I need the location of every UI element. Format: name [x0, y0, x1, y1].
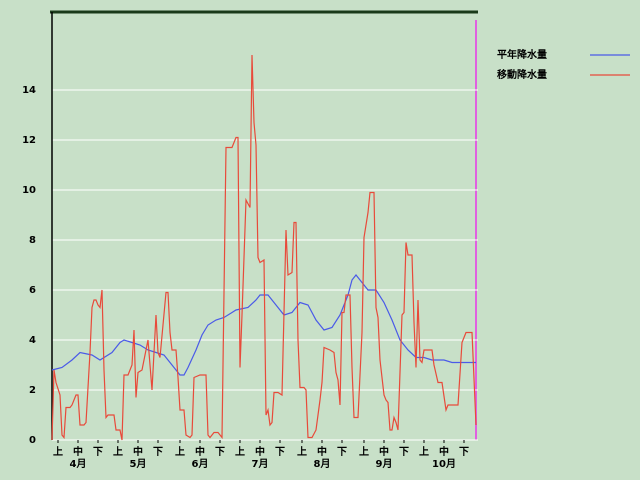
month-label: 4月: [70, 458, 87, 470]
series-line: [51, 54, 477, 441]
legend-label: 平年降水量: [497, 48, 547, 61]
x-tick-label: 上: [235, 445, 245, 458]
x-tick-label: 下: [93, 446, 103, 458]
x-tick-label: 中: [255, 445, 265, 458]
x-tick-label: 中: [133, 445, 143, 458]
y-tick-label: 12: [22, 135, 36, 146]
x-tick-label: 下: [459, 446, 469, 458]
x-tick-label: 中: [317, 445, 327, 458]
x-tick-label: 下: [399, 446, 409, 458]
x-tick-label: 上: [359, 445, 369, 458]
y-tick-label: 6: [29, 285, 36, 296]
month-label: 6月: [192, 458, 209, 470]
legend-label: 移動降水量: [497, 68, 547, 81]
x-tick-label: 中: [439, 445, 449, 458]
x-tick-label: 上: [175, 445, 185, 458]
x-tick-label: 上: [297, 445, 307, 458]
x-tick-label: 中: [73, 445, 83, 458]
month-label: 10月: [432, 458, 456, 470]
x-tick-label: 中: [195, 445, 205, 458]
y-tick-label: 14: [22, 85, 36, 96]
x-tick-label: 下: [337, 446, 347, 458]
y-tick-label: 10: [22, 185, 36, 196]
month-label: 5月: [130, 458, 147, 470]
x-tick-label: 下: [153, 446, 163, 458]
x-tick-label: 上: [113, 445, 123, 458]
x-tick-label: 下: [215, 446, 225, 458]
x-tick-label: 上: [53, 445, 63, 458]
series-line: [51, 274, 476, 376]
month-label: 8月: [314, 458, 331, 470]
x-tick-label: 中: [379, 445, 389, 458]
x-tick-label: 下: [275, 446, 285, 458]
y-tick-label: 0: [29, 435, 36, 446]
x-tick-label: 上: [419, 445, 429, 458]
y-tick-label: 2: [29, 385, 36, 396]
y-tick-label: 8: [29, 235, 36, 246]
y-tick-label: 4: [29, 335, 36, 346]
month-label: 9月: [376, 458, 393, 470]
month-label: 7月: [252, 458, 269, 470]
